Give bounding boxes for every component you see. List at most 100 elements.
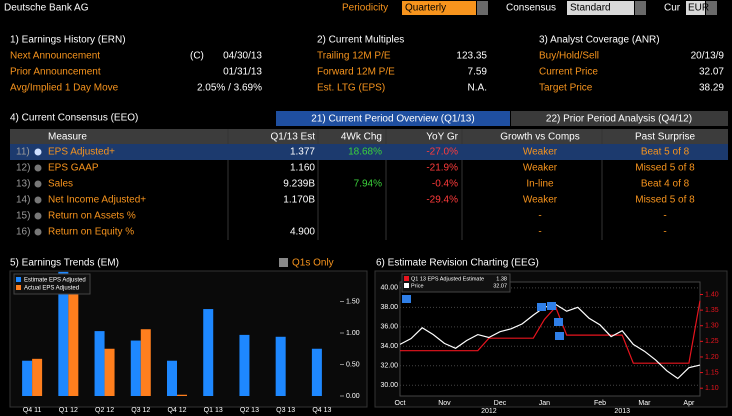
bar: [167, 360, 177, 396]
bar: [32, 358, 43, 396]
dropdown-arrow[interactable]: [635, 1, 646, 15]
checkbox[interactable]: [279, 258, 288, 267]
dropdown-arrow[interactable]: [477, 1, 488, 15]
radio[interactable]: [34, 148, 42, 156]
toggle-label[interactable]: Q1s Only: [292, 258, 334, 269]
field-value: 123.35: [456, 51, 487, 62]
legend-value: 1.38: [496, 276, 507, 282]
cell: -: [538, 227, 541, 238]
radio[interactable]: [34, 180, 42, 188]
column-header: Past Surprise: [635, 132, 695, 143]
cell: 9.239B: [283, 179, 315, 190]
cell: Missed 5 of 8: [635, 163, 695, 174]
revision-icon[interactable]: [555, 332, 564, 340]
y2-tick-label: 1.20: [705, 354, 719, 361]
x-tick-label: Dec: [494, 400, 507, 407]
bar: [94, 331, 105, 396]
y2-tick-label: 1.10: [705, 385, 719, 392]
field-value: 32.07: [699, 67, 724, 78]
selected-row: [10, 144, 728, 160]
cell: 4.900: [290, 227, 315, 238]
tab: [511, 111, 728, 126]
bar: [130, 340, 141, 396]
cell: -21.9%: [426, 163, 458, 174]
revision-icon[interactable]: [402, 295, 411, 303]
cell: -27.0%: [426, 147, 458, 158]
line-series: [400, 300, 701, 364]
legend-swatch: [16, 277, 21, 282]
revision-markers: [402, 295, 564, 340]
column-header: Growth vs Comps: [500, 132, 579, 143]
panel-title: 2) Current Multiples: [317, 35, 404, 46]
row-number: 12): [16, 163, 30, 174]
cell: 1.160: [290, 163, 315, 174]
dropdown-arrow[interactable]: [706, 1, 717, 15]
currency-dropdown[interactable]: [686, 1, 705, 15]
security-title: Deutsche Bank AG: [4, 3, 89, 14]
bar: [203, 309, 214, 396]
cell: In-line: [526, 179, 554, 190]
bar: [104, 348, 115, 396]
periodicity-dropdown[interactable]: [402, 1, 476, 15]
cell: Return on Assets %: [48, 211, 136, 222]
dropdown-value[interactable]: EUR: [688, 3, 709, 14]
x-tick-label: Mar: [638, 400, 651, 407]
tab: [276, 111, 510, 126]
x-tick-label: Feb: [594, 400, 606, 407]
tab-label[interactable]: 21) Current Period Overview (Q1/13): [311, 114, 474, 125]
field-value: 38.29: [699, 83, 724, 94]
cell: Return on Equity %: [48, 227, 134, 238]
y-tick-label: 40.00: [380, 285, 398, 292]
field-value: N.A.: [468, 83, 487, 94]
y-tick-label: 1.50: [346, 298, 360, 305]
field-value: 04/30/13: [223, 51, 262, 62]
radio[interactable]: [34, 228, 42, 236]
radio[interactable]: [34, 164, 42, 172]
consensus-dropdown[interactable]: [567, 1, 634, 15]
table-header: [10, 129, 728, 144]
x-tick-label: Nov: [438, 400, 451, 407]
section-title: 6) Estimate Revision Charting (EEG): [376, 258, 539, 269]
radio[interactable]: [34, 196, 42, 204]
bar: [177, 394, 187, 396]
x-tick-label: Q1 13: [204, 407, 223, 414]
dropdown-value[interactable]: Quarterly: [405, 3, 446, 14]
panel-title: 3) Analyst Coverage (ANR): [539, 35, 660, 46]
y2-tick-label: 1.35: [705, 307, 719, 314]
x-tick-label: Q2 12: [95, 407, 114, 414]
revision-icon[interactable]: [537, 303, 546, 311]
revision-icon[interactable]: [547, 302, 556, 310]
legend-label: Estimate EPS Adjusted: [24, 278, 86, 284]
column-header: 4Wk Chg: [341, 132, 382, 143]
y-tick-label: 32.00: [380, 363, 398, 370]
bar: [22, 360, 33, 396]
label: Periodicity: [342, 3, 388, 14]
field-label: Buy/Hold/Sell: [539, 51, 599, 62]
cell: 1.377: [290, 147, 315, 158]
dropdown-value[interactable]: Standard: [570, 3, 611, 14]
field-value: 20/13/9: [691, 51, 725, 62]
x-tick-label: Apr: [683, 400, 695, 407]
y-tick-label: 0.00: [346, 393, 360, 400]
cell: 1.170B: [283, 195, 315, 206]
legend-swatch: [16, 285, 21, 290]
field-value: 2.05% / 3.69%: [197, 83, 262, 94]
field-flag: (C): [190, 51, 204, 62]
bar: [311, 348, 322, 396]
field-value: 7.59: [468, 67, 488, 78]
field-label: Trailing 12M P/E: [317, 51, 391, 62]
cell: Weaker: [523, 195, 558, 206]
revision-icon[interactable]: [554, 318, 563, 326]
y-tick-label: 0.50: [346, 361, 360, 368]
radio[interactable]: [34, 212, 42, 220]
x-tick-label: Q2 13: [240, 407, 259, 414]
cell: 18.68%: [348, 147, 382, 158]
cell: EPS Adjusted+: [48, 147, 115, 158]
cell: Missed 5 of 8: [635, 195, 695, 206]
tab-label[interactable]: 22) Prior Period Analysis (Q4/12): [546, 114, 692, 125]
cell: EPS GAAP: [48, 163, 99, 174]
section-title: 5) Earnings Trends (EM): [10, 258, 119, 269]
x-tick-label: Oct: [395, 400, 406, 407]
y-tick-label: 36.00: [380, 324, 398, 331]
